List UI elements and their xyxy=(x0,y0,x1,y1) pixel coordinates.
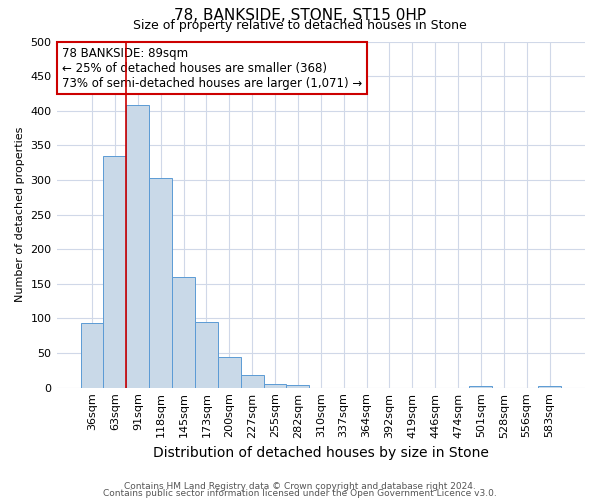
Bar xyxy=(469,386,493,388)
Bar xyxy=(149,178,172,388)
Bar xyxy=(263,384,286,388)
X-axis label: Distribution of detached houses by size in Stone: Distribution of detached houses by size … xyxy=(153,446,489,460)
Bar xyxy=(241,375,263,388)
Text: 78 BANKSIDE: 89sqm
← 25% of detached houses are smaller (368)
73% of semi-detach: 78 BANKSIDE: 89sqm ← 25% of detached hou… xyxy=(62,46,362,90)
Bar xyxy=(286,385,310,388)
Bar xyxy=(538,386,561,388)
Bar xyxy=(172,277,195,388)
Text: Size of property relative to detached houses in Stone: Size of property relative to detached ho… xyxy=(133,18,467,32)
Text: Contains public sector information licensed under the Open Government Licence v3: Contains public sector information licen… xyxy=(103,488,497,498)
Text: 78, BANKSIDE, STONE, ST15 0HP: 78, BANKSIDE, STONE, ST15 0HP xyxy=(174,8,426,22)
Bar xyxy=(195,322,218,388)
Bar xyxy=(103,156,127,388)
Bar xyxy=(80,324,103,388)
Bar xyxy=(127,105,149,388)
Text: Contains HM Land Registry data © Crown copyright and database right 2024.: Contains HM Land Registry data © Crown c… xyxy=(124,482,476,491)
Bar xyxy=(218,356,241,388)
Y-axis label: Number of detached properties: Number of detached properties xyxy=(15,127,25,302)
